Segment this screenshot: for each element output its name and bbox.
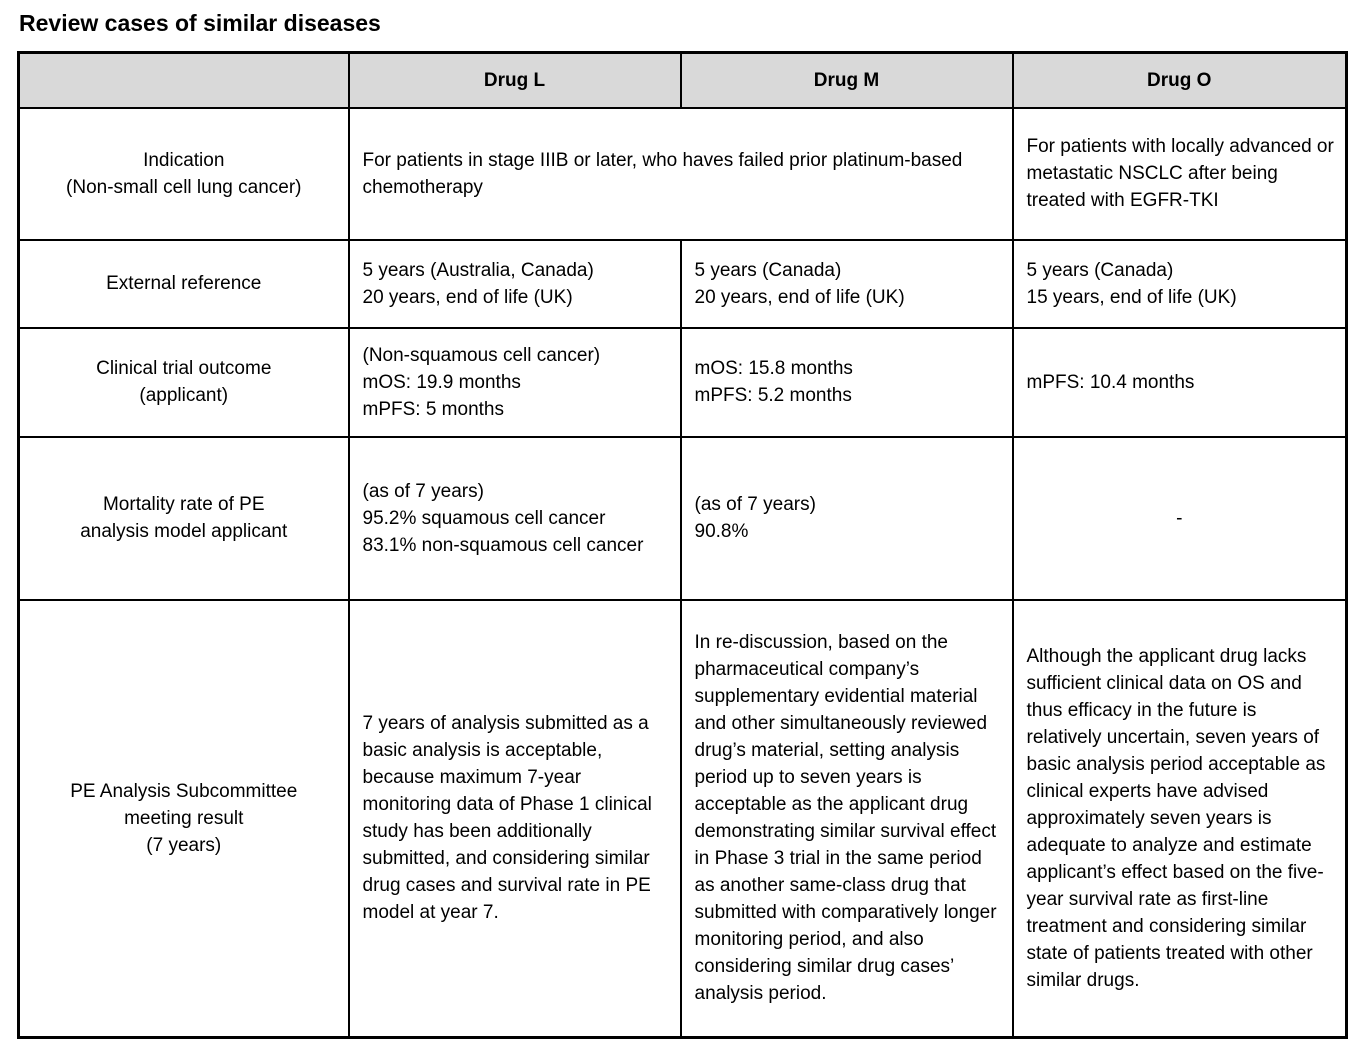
row-label-indication: Indication (Non-small cell lung cancer) (17, 106, 350, 241)
row-clinical-trial-outcome: Clinical trial outcome (applicant) (Non-… (17, 326, 1348, 438)
cell-clinical-trial-outcome-drug-m: mOS: 15.8 months mPFS: 5.2 months (679, 326, 1014, 438)
cell-indication-drug-o: For patients with locally advanced or me… (1011, 106, 1348, 241)
row-label-clinical-trial-outcome: Clinical trial outcome (applicant) (17, 326, 350, 438)
cell-external-reference-drug-m: 5 years (Canada) 20 years, end of life (… (679, 238, 1014, 329)
cell-mortality-rate-drug-l: (as of 7 years) 95.2% squamous cell canc… (347, 435, 682, 601)
table-header-row: Drug L Drug M Drug O (17, 51, 1348, 109)
row-meeting-result: PE Analysis Subcommittee meeting result … (17, 598, 1348, 1039)
cell-indication-drug-lm: For patients in stage IIIB or later, who… (347, 106, 1014, 241)
cell-mortality-rate-drug-o: - (1011, 435, 1348, 601)
similar-diseases-table: Drug L Drug M Drug O Indication (Non-sma… (17, 51, 1348, 1039)
row-indication: Indication (Non-small cell lung cancer) … (17, 106, 1348, 241)
cell-external-reference-drug-l: 5 years (Australia, Canada) 20 years, en… (347, 238, 682, 329)
header-drug-l: Drug L (347, 51, 682, 109)
cell-meeting-result-drug-l: 7 years of analysis submitted as a basic… (347, 598, 682, 1039)
cell-meeting-result-drug-o: Although the applicant drug lacks suffic… (1011, 598, 1348, 1039)
cell-clinical-trial-outcome-drug-l: (Non-squamous cell cancer) mOS: 19.9 mon… (347, 326, 682, 438)
row-external-reference: External reference 5 years (Australia, C… (17, 238, 1348, 329)
row-label-mortality-rate: Mortality rate of PE analysis model appl… (17, 435, 350, 601)
cell-external-reference-drug-o: 5 years (Canada) 15 years, end of life (… (1011, 238, 1348, 329)
cell-mortality-rate-drug-m: (as of 7 years) 90.8% (679, 435, 1014, 601)
header-drug-m: Drug M (679, 51, 1014, 109)
header-drug-o: Drug O (1011, 51, 1348, 109)
page-title: Review cases of similar diseases (19, 10, 381, 36)
row-label-external-reference: External reference (17, 238, 350, 329)
header-blank-cell (17, 51, 350, 109)
cell-clinical-trial-outcome-drug-o: mPFS: 10.4 months (1011, 326, 1348, 438)
row-label-meeting-result: PE Analysis Subcommittee meeting result … (17, 598, 350, 1039)
cell-meeting-result-drug-m: In re-discussion, based on the pharmaceu… (679, 598, 1014, 1039)
row-mortality-rate: Mortality rate of PE analysis model appl… (17, 435, 1348, 601)
